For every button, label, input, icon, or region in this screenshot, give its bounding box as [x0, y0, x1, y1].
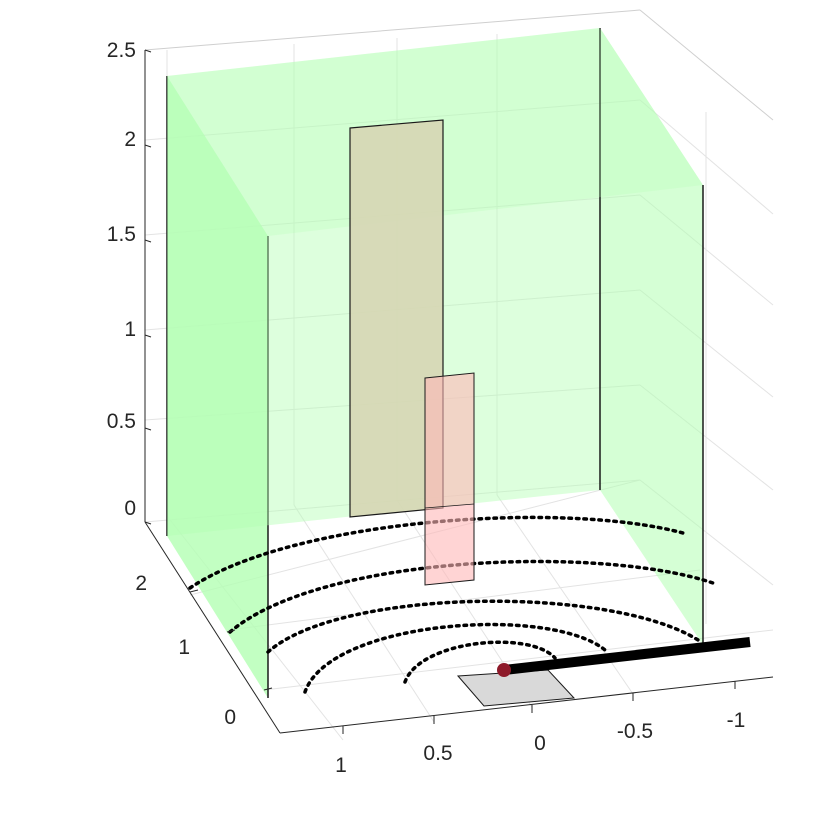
contour-arc	[228, 559, 715, 634]
x-tick-marks	[342, 681, 736, 734]
y-tick	[263, 687, 273, 691]
contour-arc	[403, 640, 557, 684]
box-edge	[639, 9, 774, 121]
z-tick-label: 0	[124, 497, 136, 520]
z-tick-label: 1	[124, 318, 136, 341]
x-tick-label: -0.5	[617, 720, 653, 743]
contour-arc	[303, 622, 607, 694]
z-tick-label: 0.5	[107, 410, 136, 433]
z-tick-label: 2.5	[107, 39, 136, 62]
dot-marker	[497, 663, 511, 677]
rod	[503, 637, 751, 675]
contour-arc	[266, 599, 700, 654]
x-tick-label: 0.5	[423, 742, 452, 765]
y-tick-label: 1	[178, 636, 190, 659]
y-tick	[226, 629, 236, 633]
y-tick-label: 0	[224, 706, 236, 729]
short-pink-panel-overlap	[424, 503, 475, 509]
short-pink-panel	[424, 372, 475, 586]
left-green-wall	[167, 76, 268, 698]
z-tick	[144, 239, 152, 243]
z-tick-label: 2	[124, 128, 136, 151]
z-tick-label: 1.5	[107, 223, 136, 246]
x-tick-label: 0	[534, 732, 546, 755]
z-tick-labels: 2.5 2 1.5 1 0.5 0	[107, 39, 136, 520]
axes-box	[144, 9, 774, 734]
z-tick	[144, 521, 152, 525]
x-axis-line	[279, 676, 774, 734]
y-tick	[189, 589, 199, 593]
right-green-wall	[600, 28, 703, 645]
y-tick-labels: 2 1 0	[135, 572, 236, 729]
z-tick-marks	[144, 49, 152, 525]
y-axis-line	[144, 521, 281, 734]
y-tick-marks	[189, 589, 273, 691]
y-tick-label: 2	[135, 572, 147, 595]
x-tick-label: -1	[727, 709, 746, 732]
z-tick	[144, 49, 152, 53]
box-edge	[144, 9, 641, 51]
x-tick-label: 1	[335, 754, 347, 777]
z-tick	[144, 427, 152, 431]
grid-line	[227, 569, 701, 631]
x-tick-labels: 1 0.5 0 -0.5 -1	[335, 709, 745, 777]
floor-square	[456, 669, 576, 707]
grid-line	[263, 629, 774, 691]
z-tick	[144, 144, 152, 148]
z-tick	[144, 334, 152, 338]
grid-line	[144, 99, 641, 141]
